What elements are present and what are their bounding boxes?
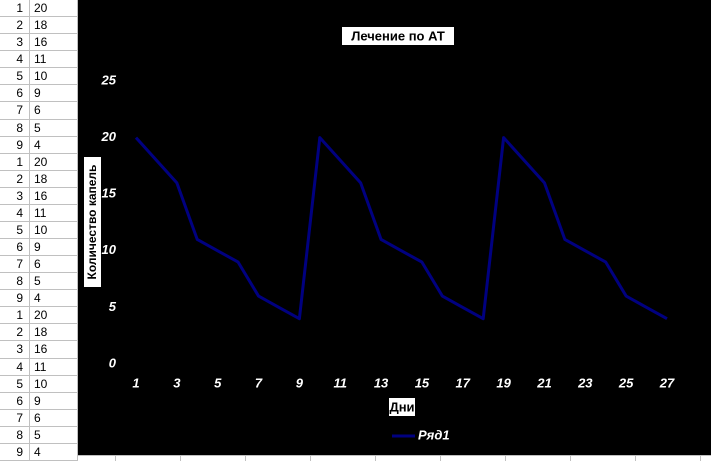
- cell[interactable]: 20: [30, 0, 78, 18]
- x-tick-label: 17: [456, 375, 471, 390]
- y-tick-label: 10: [102, 242, 117, 257]
- cell[interactable]: 10: [30, 221, 78, 240]
- x-tick-label: 5: [214, 375, 222, 390]
- cell[interactable]: 9: [0, 443, 30, 461]
- cell[interactable]: 9: [0, 290, 30, 308]
- cell[interactable]: 6: [30, 409, 78, 427]
- cell[interactable]: 11: [30, 204, 78, 222]
- y-title-box: [84, 157, 101, 287]
- cell[interactable]: 18: [30, 17, 78, 35]
- cell[interactable]: 3: [0, 341, 30, 359]
- cell[interactable]: 1: [0, 0, 30, 18]
- cell[interactable]: 7: [0, 409, 30, 427]
- cell[interactable]: 6: [30, 256, 78, 274]
- cell[interactable]: 16: [30, 187, 78, 205]
- y-tick-label: 5: [109, 299, 117, 314]
- cell[interactable]: 1: [0, 307, 30, 325]
- cell[interactable]: 5: [0, 375, 30, 393]
- line: [134, 136, 668, 321]
- cell[interactable]: 8: [0, 426, 30, 444]
- x-tick-label: 19: [496, 375, 511, 390]
- cell[interactable]: 1: [0, 153, 30, 171]
- cell[interactable]: 3: [0, 34, 30, 52]
- cell[interactable]: 18: [30, 324, 78, 342]
- cell[interactable]: 6: [0, 85, 30, 103]
- cell[interactable]: 4: [0, 51, 30, 69]
- x-tick-label: 25: [618, 375, 634, 390]
- cell[interactable]: 16: [30, 34, 78, 52]
- cell[interactable]: 8: [0, 273, 30, 291]
- x-tick-label: 13: [374, 375, 389, 390]
- cell[interactable]: 5: [30, 426, 78, 444]
- cell[interactable]: 10: [30, 375, 78, 393]
- x-tick-label: 11: [333, 375, 347, 390]
- x-title-box: [389, 398, 415, 416]
- cell[interactable]: 5: [30, 273, 78, 291]
- cell[interactable]: 6: [30, 102, 78, 120]
- cell-borders: [78, 455, 711, 461]
- cell[interactable]: 5: [30, 119, 78, 137]
- cell[interactable]: 5: [0, 68, 30, 86]
- cell[interactable]: 7: [0, 102, 30, 120]
- x-tick-label: 1: [132, 375, 139, 390]
- legend-label: Ряд1: [418, 427, 450, 442]
- cell[interactable]: 8: [0, 119, 30, 137]
- x-tick-label: 7: [255, 375, 263, 390]
- x-tick-label: 3: [173, 375, 181, 390]
- chart-area: [78, 0, 711, 455]
- cell[interactable]: 2: [0, 17, 30, 35]
- y-tick-label: 0: [109, 355, 117, 370]
- cell[interactable]: 20: [30, 307, 78, 325]
- chart-title: Лечение по АТ: [351, 28, 445, 43]
- y-tick-label: 15: [102, 186, 117, 201]
- y-tick-label: 25: [101, 72, 117, 87]
- cell[interactable]: 20: [30, 153, 78, 171]
- cell[interactable]: 3: [0, 187, 30, 205]
- x-tick-label: 27: [659, 375, 675, 390]
- cell[interactable]: 4: [30, 136, 78, 154]
- x-tick-label: 9: [296, 375, 304, 390]
- cell[interactable]: 6: [0, 392, 30, 410]
- cell[interactable]: 11: [30, 358, 78, 376]
- cell[interactable]: 9: [30, 85, 78, 103]
- cell[interactable]: 9: [30, 392, 78, 410]
- cell[interactable]: 11: [30, 51, 78, 69]
- y-tick-label: 20: [101, 129, 117, 144]
- cell[interactable]: 9: [0, 136, 30, 154]
- cell[interactable]: 4: [0, 204, 30, 222]
- cell[interactable]: 4: [30, 443, 78, 461]
- cell[interactable]: 2: [0, 324, 30, 342]
- y-axis-title: Количество капель: [85, 165, 99, 280]
- cell[interactable]: 7: [0, 256, 30, 274]
- cell[interactable]: 16: [30, 341, 78, 359]
- cell[interactable]: 4: [0, 358, 30, 376]
- cell[interactable]: 4: [30, 290, 78, 308]
- spreadsheet: 1 20 2 18 3 16 4 11 5 10 6 9 7 6 8 5 9 4 1 20 2 18 3 16 4 11 5 10 6 9…: [0, 0, 78, 461]
- title-box: [342, 27, 454, 45]
- cell[interactable]: 10: [30, 68, 78, 86]
- x-tick-label: 23: [577, 375, 593, 390]
- cell[interactable]: 6: [0, 239, 30, 257]
- x-axis-title: Дни: [389, 399, 414, 414]
- x-tick-label: 15: [415, 375, 430, 390]
- cell[interactable]: 5: [0, 221, 30, 240]
- cell[interactable]: 18: [30, 170, 78, 188]
- x-tick-label: 21: [536, 375, 551, 390]
- cell[interactable]: 9: [30, 239, 78, 257]
- cell[interactable]: 2: [0, 170, 30, 188]
